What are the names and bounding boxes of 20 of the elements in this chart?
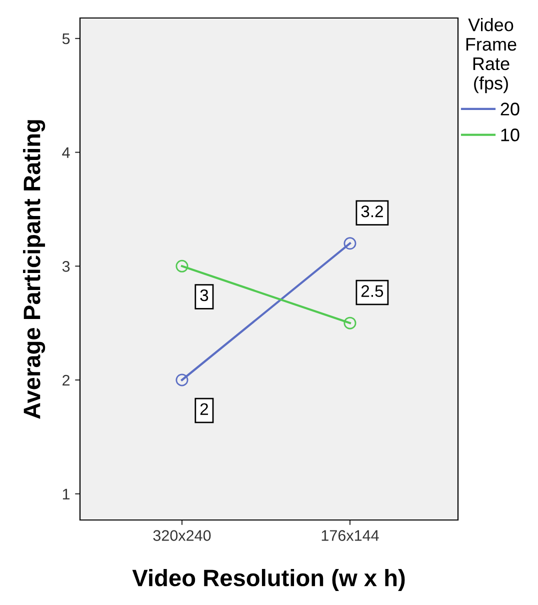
x-axis-title: Video Resolution (w x h)	[132, 568, 405, 591]
data-label: 3	[200, 289, 208, 302]
legend-title: Video Frame Rate (fps)	[466, 18, 516, 94]
data-label: 2.5	[361, 285, 384, 297]
data-label: 2	[200, 403, 208, 415]
point	[344, 316, 356, 330]
data-label: 3.2	[361, 206, 383, 218]
y-tick-label: 2	[62, 374, 70, 386]
point	[176, 374, 188, 386]
y-tick-label: 3	[62, 261, 70, 272]
y-tick-label: 4	[62, 147, 70, 158]
legend-label: 10	[501, 128, 520, 142]
x-tick-label: 320x240	[153, 530, 211, 541]
point	[176, 260, 188, 272]
y-tick-label: 5	[62, 34, 70, 44]
point	[344, 237, 356, 250]
y-axis-title: Average Participant Rating	[23, 120, 46, 419]
legend-label: 20	[500, 102, 520, 116]
y-tick-label: 1	[62, 488, 70, 500]
x-tick-label: 176x144	[322, 530, 379, 541]
